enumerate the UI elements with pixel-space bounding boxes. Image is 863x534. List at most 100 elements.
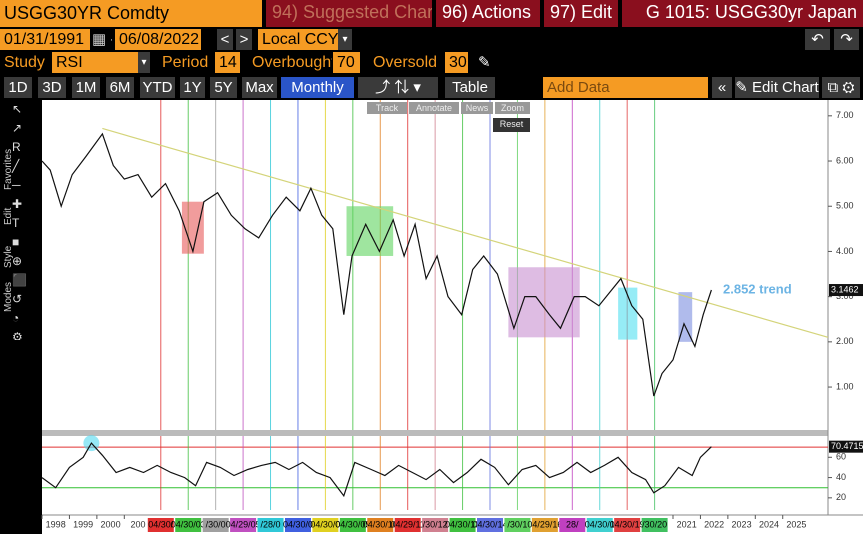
add-data[interactable]: Add Data	[543, 77, 708, 98]
table-button[interactable]: Table	[445, 77, 495, 98]
event-label: 04/30/1	[585, 519, 615, 529]
event-label-bg	[614, 518, 641, 532]
currency[interactable]: Local CCY	[258, 29, 338, 50]
event-label: /28/0	[261, 519, 281, 529]
event-label-bg	[367, 518, 394, 532]
range-button[interactable]: 1D	[4, 77, 32, 98]
x-tick-label: 2021	[677, 519, 697, 529]
x-tick-label: 2025	[786, 519, 806, 529]
actions-menu[interactable]: 96) Actions	[436, 0, 540, 27]
highlight-box	[618, 287, 638, 340]
ticker[interactable]: USGG30YR Comdty	[0, 0, 262, 27]
x-tick-label: 200	[130, 519, 145, 529]
oversold-label: Oversold	[373, 52, 443, 74]
x-tick-label: 2022	[704, 519, 724, 529]
last-value-box	[829, 440, 863, 453]
range-button[interactable]: 5Y	[210, 77, 237, 98]
event-label-bg	[230, 518, 257, 532]
event-label: /30/0	[206, 519, 226, 529]
next-button[interactable]: >	[236, 29, 252, 50]
event-label-bg	[449, 518, 476, 532]
event-label-bg	[559, 518, 586, 532]
event-label: 04/29/11	[391, 519, 425, 529]
dropdown[interactable]: ▾	[138, 52, 150, 73]
y-tick-label: 6.00	[836, 155, 854, 165]
suggested-charts[interactable]: 94) Suggested Charts	[266, 0, 432, 27]
sidebar-icons[interactable]: ↖ ↗ R ╱ ─ ✚ T ■ ⊕ ⬛ ↺ ◔ ⚙	[12, 102, 27, 340]
range-button[interactable]: 1Y	[180, 77, 205, 98]
event-label: 28/	[566, 519, 579, 529]
prev-button[interactable]: <	[217, 29, 233, 50]
edit-chart-label: Edit Chart	[752, 79, 819, 96]
collapse[interactable]: «	[712, 77, 732, 98]
range-button[interactable]: 6M	[106, 77, 134, 98]
x-tick-label: 2023	[732, 519, 752, 529]
event-label-bg	[641, 518, 668, 532]
pencil-icon[interactable]: ✎	[478, 54, 491, 71]
event-label: 04/29/05	[226, 519, 261, 529]
chart-tools[interactable]: ⤴ ⇅ ▾	[358, 77, 438, 98]
event-label-bg	[504, 518, 531, 532]
range-button[interactable]: YTD	[140, 77, 175, 98]
y-tick-label: 40	[836, 472, 846, 482]
range-button[interactable]: Max	[242, 77, 277, 98]
event-label: /30/1	[507, 519, 527, 529]
y-tick-label: 20	[836, 492, 846, 502]
trend-label: 2.852 trend	[723, 281, 792, 296]
y-tick-label: 2.00	[836, 336, 854, 346]
frequency[interactable]: Monthly	[281, 77, 354, 98]
end-date[interactable]: 06/08/2022	[115, 29, 201, 50]
event-label: 04/30/0	[310, 519, 340, 529]
event-label-bg	[284, 518, 311, 532]
y-tick-label: 5.00	[836, 201, 854, 211]
event-label-bg	[477, 518, 504, 532]
news-tool[interactable]: News	[461, 102, 493, 114]
annotate-tool[interactable]: Annotate	[409, 102, 459, 114]
y-tick-label: 4.00	[836, 246, 854, 256]
overbought-label: Overbought	[252, 52, 332, 74]
zoom-tool[interactable]: Zoom	[495, 102, 530, 114]
chart-icons[interactable]: ⧉ ⚙	[822, 77, 860, 98]
event-label: 04/30/0	[283, 519, 313, 529]
dropdown[interactable]: ▾	[338, 29, 352, 50]
x-tick-label: 1998	[46, 519, 66, 529]
event-label-bg	[257, 518, 284, 532]
track-tool[interactable]: Track	[367, 102, 407, 114]
event-label-bg	[312, 518, 339, 532]
range-button[interactable]: 3D	[38, 77, 66, 98]
edit-chart[interactable]: ✎ Edit Chart	[735, 77, 819, 98]
x-tick-label: 2000	[101, 519, 121, 529]
edit-menu[interactable]: 97) Edit	[544, 0, 618, 27]
reset-button[interactable]: Reset	[493, 118, 530, 132]
last-value-label: 3.1462	[831, 284, 859, 294]
oversold[interactable]: 30	[445, 52, 468, 73]
range-button[interactable]: 1M	[72, 77, 100, 98]
event-label-bg	[586, 518, 613, 532]
event-label-bg	[531, 518, 558, 532]
overbought[interactable]: 70	[333, 52, 360, 73]
highlight-box	[508, 267, 580, 338]
plot-background	[42, 100, 863, 534]
event-label: 04/30/14	[472, 519, 507, 529]
calendar-icon[interactable]: ▦ -	[92, 31, 112, 48]
event-label-bg	[339, 518, 366, 532]
event-label: 04/30/09	[335, 519, 370, 529]
event-label-bg	[175, 518, 202, 532]
last-value-label: 70.4715	[831, 441, 863, 451]
x-tick-label: 1999	[73, 519, 93, 529]
event-label: 04/30/	[148, 519, 174, 529]
event-label: /30/12	[423, 519, 448, 529]
start-date[interactable]: 01/31/1991	[0, 29, 90, 50]
period[interactable]: 14	[215, 52, 240, 73]
y-tick-label: 7.00	[836, 110, 854, 120]
event-label-bg	[202, 518, 229, 532]
event-label-bg	[422, 518, 449, 532]
y-tick-label: 60	[836, 452, 846, 462]
x-tick-label: 2024	[759, 519, 779, 529]
price-line	[41, 132, 712, 397]
undo[interactable]: ↶	[805, 29, 830, 50]
redo[interactable]: ↷	[834, 29, 859, 50]
study[interactable]: RSI	[52, 52, 138, 73]
